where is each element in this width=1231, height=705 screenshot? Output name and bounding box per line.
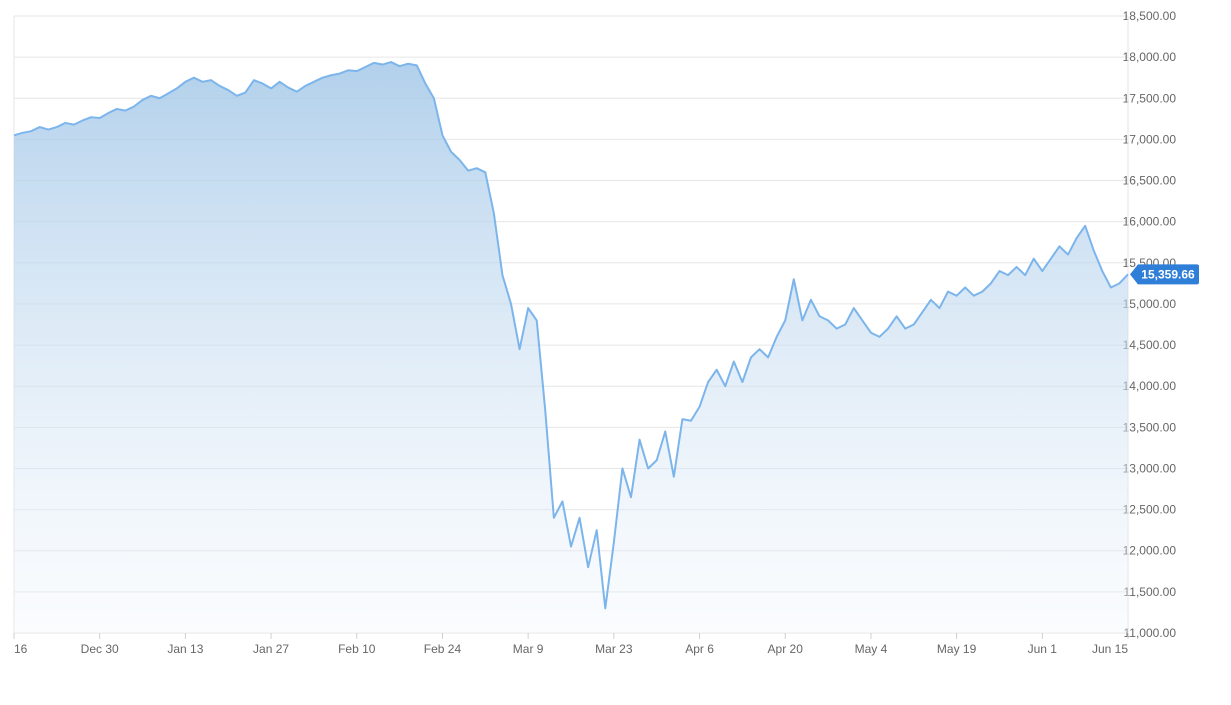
x-tick-label: May 4 [855,642,888,656]
y-tick-label: 17,000.00 [1123,132,1177,146]
y-tick-label: 14,000.00 [1123,379,1177,393]
x-tick-label: Jun 1 [1028,642,1058,656]
y-tick-label: 11,000.00 [1124,626,1177,640]
y-tick-label: 18,500.00 [1123,9,1177,23]
y-tick-label: 13,000.00 [1123,461,1177,475]
y-tick-label: 16,000.00 [1123,215,1177,229]
y-tick-label: 12,000.00 [1123,544,1177,558]
x-tick-label: Apr 6 [685,642,714,656]
x-tick-label: Jan 13 [167,642,203,656]
x-tick-label: Feb 24 [424,642,462,656]
x-tick-label: Dec 30 [81,642,119,656]
y-tick-label: 13,500.00 [1123,420,1177,434]
x-tick-label: Mar 9 [513,642,544,656]
last-value-label: 15,359.66 [1141,267,1195,281]
x-tick-label: Jan 27 [253,642,289,656]
stock-chart[interactable]: 11,000.00 11,500.00 12,000.00 12,500.00 13,0… [0,0,1231,705]
y-tick-label: 12,500.00 [1123,503,1177,517]
y-tick-label: 16,500.00 [1123,174,1177,188]
stock-chart-wrap: 11,000.00 11,500.00 12,000.00 12,500.00 13,0… [0,0,1231,705]
y-tick-label: 17,500.00 [1123,91,1177,105]
y-tick-label: 18,000.00 [1123,50,1177,64]
x-tick-label: Mar 23 [595,642,633,656]
x-tick-label: Jun 15 [1092,642,1128,656]
x-tick-label: May 19 [937,642,977,656]
x-tick-label: Feb 10 [338,642,376,656]
y-tick-label: 15,000.00 [1123,297,1177,311]
y-tick-label: 14,500.00 [1123,338,1177,352]
x-tick-label: 16 [14,642,28,656]
x-tick-label: Apr 20 [768,642,804,656]
y-tick-label: 11,500.00 [1124,585,1177,599]
